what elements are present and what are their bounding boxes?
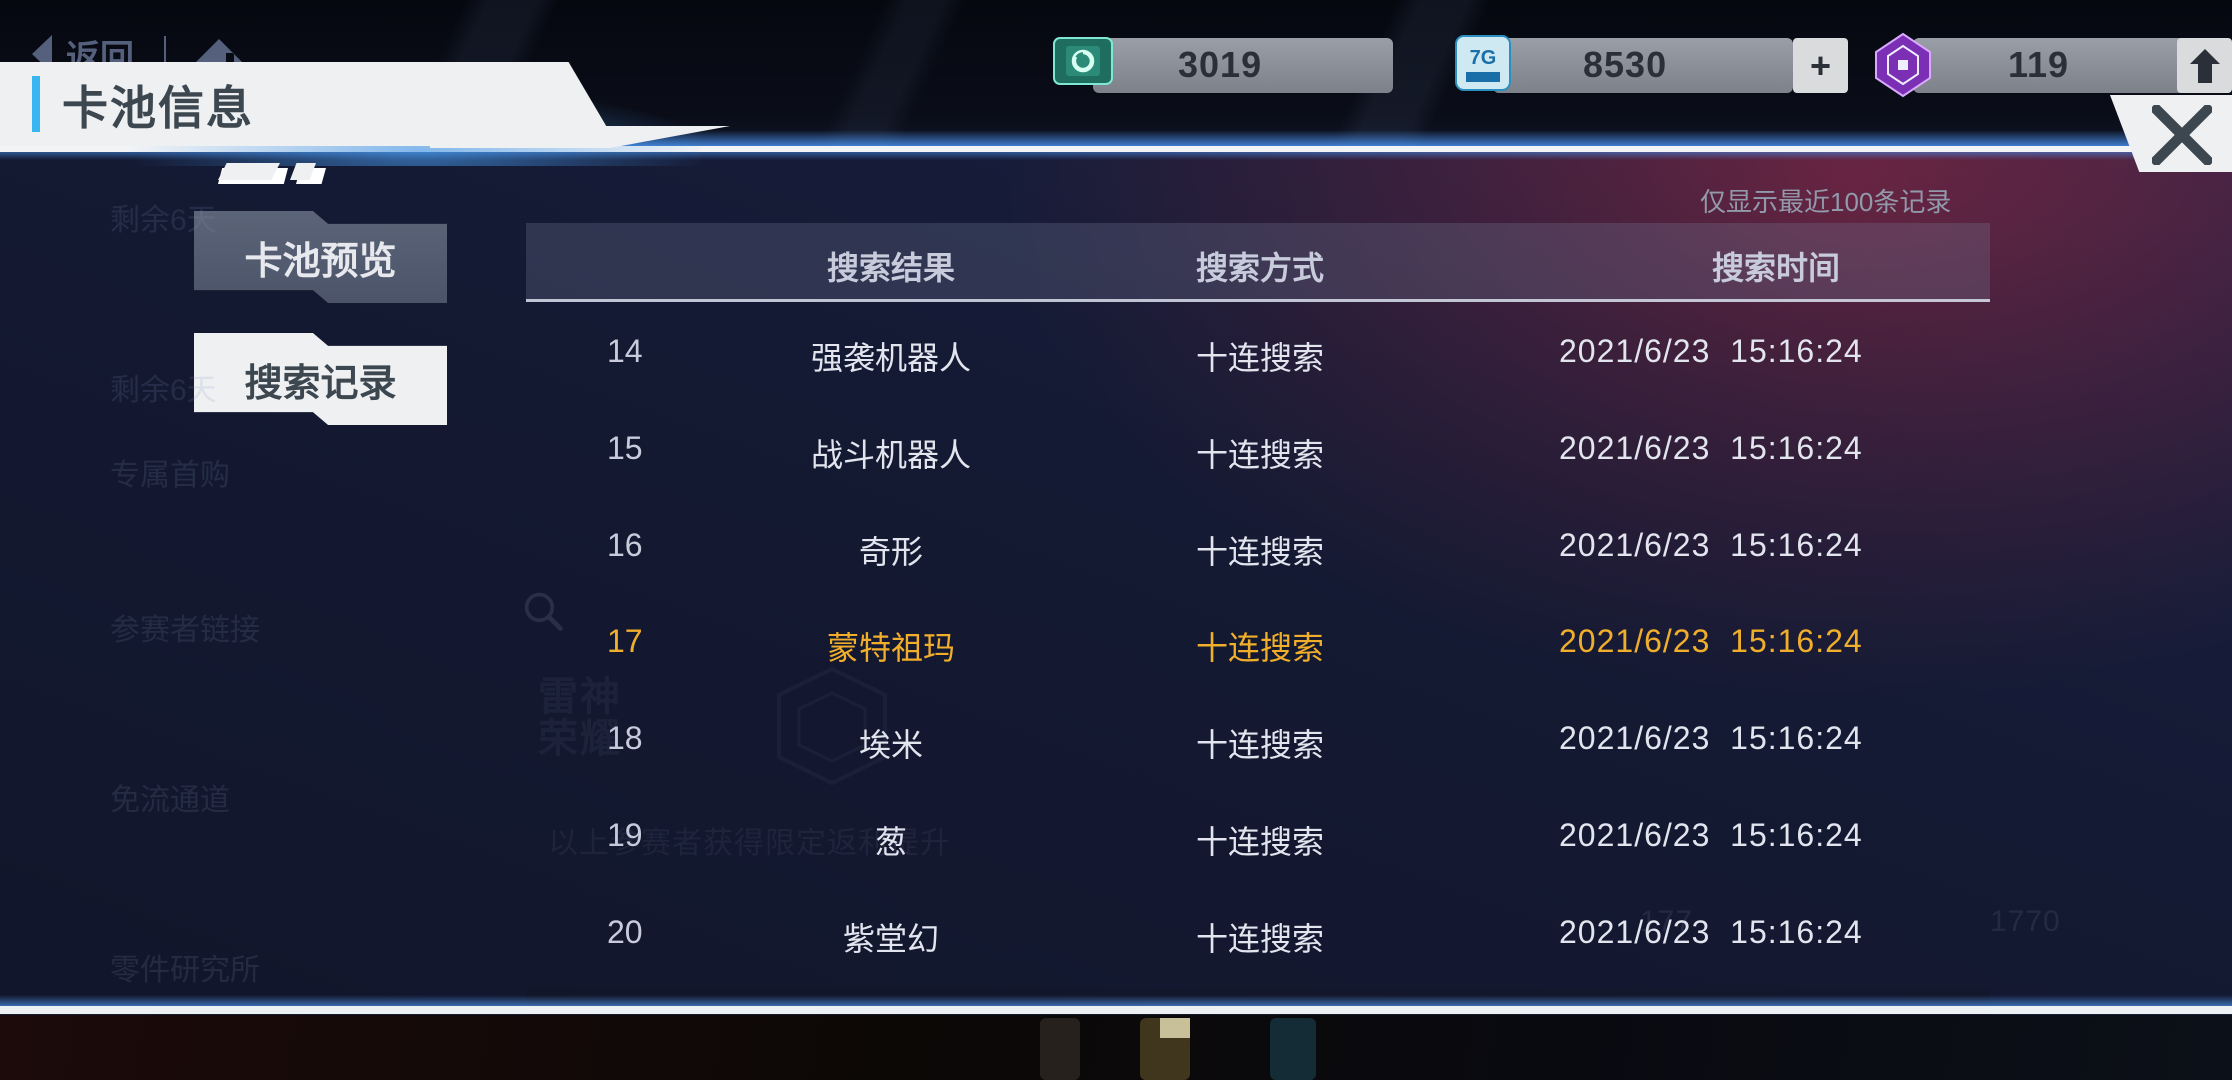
svg-text:7G: 7G xyxy=(1470,47,1497,69)
